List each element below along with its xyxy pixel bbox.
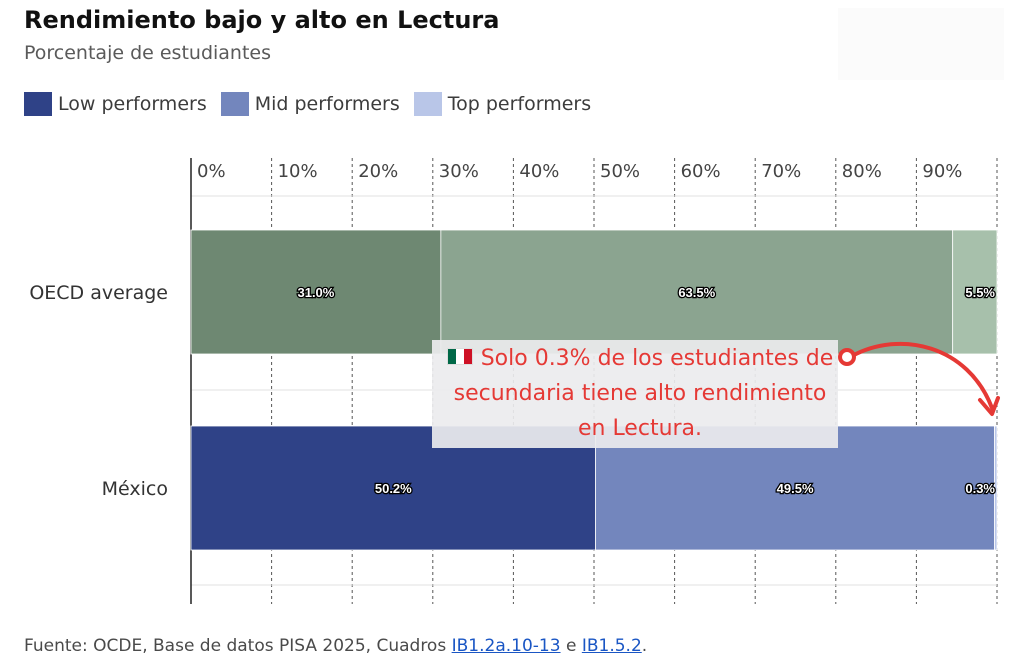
category-label: México — [102, 478, 168, 500]
mexico-flag-icon — [446, 347, 473, 365]
bar-segment — [994, 425, 998, 551]
legend-item-top[interactable]: Top performers — [413, 92, 592, 116]
legend-swatch-low — [24, 92, 52, 116]
x-tick-label: 50% — [600, 161, 640, 182]
legend-swatch-top — [413, 92, 442, 116]
source-note: Fuente: OCDE, Base de datos PISA 2025, C… — [24, 636, 647, 656]
legend-item-mid[interactable]: Mid performers — [220, 92, 400, 116]
legend-label-top: Top performers — [447, 93, 592, 115]
x-tick-label: 70% — [761, 161, 801, 182]
annotation-arrowhead — [978, 396, 1000, 416]
x-tick-label: 30% — [439, 161, 479, 182]
source-prefix: Fuente: OCDE, Base de datos PISA 2025, C… — [24, 636, 452, 656]
legend: Low performers Mid performers Top perfor… — [24, 92, 605, 116]
annotation-box — [432, 340, 838, 448]
x-tick-label: 60% — [681, 161, 721, 182]
category-label: OECD average — [29, 282, 168, 304]
source-link-ib1-2a[interactable]: IB1.2a.10-13 — [451, 636, 561, 656]
source-link-ib1-5-2[interactable]: IB1.5.2 — [581, 636, 642, 656]
chart-title: Rendimiento bajo y alto en Lectura — [24, 6, 500, 34]
x-tick-label: 40% — [519, 161, 559, 182]
data-label: 50.2% — [375, 481, 412, 496]
legend-label-low: Low performers — [58, 93, 207, 115]
annotation-text: Solo 0.3% de los estudiantes de secundar… — [453, 346, 834, 441]
bar-segment — [440, 229, 954, 355]
bar-segment — [190, 229, 442, 355]
bar-segment — [952, 229, 998, 355]
x-tick-label: 90% — [922, 161, 962, 182]
data-label: 31.0% — [297, 285, 334, 300]
source-suffix: . — [641, 636, 648, 656]
x-tick-label: 0% — [197, 161, 226, 182]
legend-swatch-mid — [220, 92, 249, 116]
annotation-anchor-dot — [838, 348, 856, 366]
x-tick-label: 80% — [842, 161, 882, 182]
annotation-arrow — [850, 341, 994, 410]
data-label: 49.5% — [777, 481, 814, 496]
data-label: 63.5% — [678, 285, 715, 300]
x-tick-label: 10% — [278, 161, 318, 182]
data-label: 0.3% — [965, 481, 995, 496]
chart-subtitle: Porcentaje de estudiantes — [24, 42, 272, 64]
legend-label-mid: Mid performers — [254, 93, 400, 115]
logo-placeholder — [838, 8, 1004, 80]
x-tick-label: 20% — [358, 161, 398, 182]
source-middle: e — [560, 636, 582, 656]
data-label: 5.5% — [965, 285, 995, 300]
annotation: Solo 0.3% de los estudiantes de secundar… — [440, 341, 840, 446]
legend-item-low[interactable]: Low performers — [24, 92, 207, 116]
